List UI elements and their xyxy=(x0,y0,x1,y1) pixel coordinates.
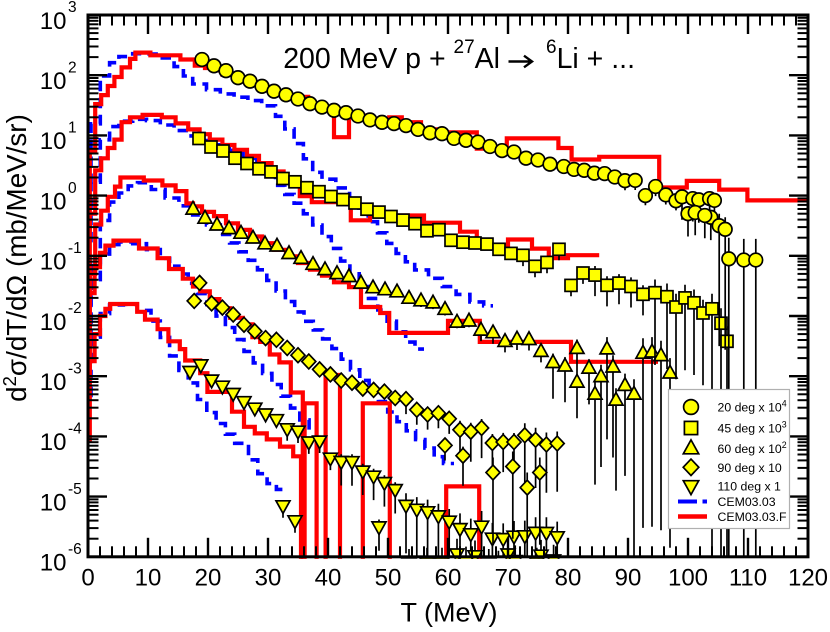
svg-text:T (MeV): T (MeV) xyxy=(400,598,497,628)
svg-text:-4: -4 xyxy=(68,421,82,438)
svg-text:CEM03.03: CEM03.03 xyxy=(718,495,776,509)
svg-text:-2: -2 xyxy=(68,300,82,317)
svg-text:6Li + ...: 6Li + ... xyxy=(546,37,635,75)
svg-text:90: 90 xyxy=(615,565,642,592)
svg-text:10: 10 xyxy=(40,68,67,95)
svg-text:10: 10 xyxy=(40,249,67,276)
svg-text:10: 10 xyxy=(40,188,67,215)
svg-text:10: 10 xyxy=(40,489,67,516)
svg-text:60: 60 xyxy=(435,565,462,592)
svg-text:-3: -3 xyxy=(68,360,82,377)
svg-text:3: 3 xyxy=(68,0,77,16)
svg-text:50: 50 xyxy=(375,565,402,592)
svg-text:200 MeV p + 27Al: 200 MeV p + 27Al xyxy=(283,37,500,75)
svg-text:10: 10 xyxy=(40,550,67,577)
svg-text:100: 100 xyxy=(668,565,708,592)
svg-text:CEM03.03.F: CEM03.03.F xyxy=(718,510,788,524)
svg-text:-5: -5 xyxy=(68,481,82,498)
svg-text:110: 110 xyxy=(729,565,767,592)
svg-text:10: 10 xyxy=(135,565,162,592)
svg-text:120: 120 xyxy=(788,565,828,592)
svg-text:90 deg x 10: 90 deg x 10 xyxy=(718,461,782,475)
svg-text:d2σ/dT/dΩ (mb/MeV/sr): d2σ/dT/dΩ (mb/MeV/sr) xyxy=(0,114,32,402)
svg-text:0: 0 xyxy=(68,180,77,197)
svg-text:1: 1 xyxy=(68,120,77,137)
svg-text:10: 10 xyxy=(40,369,67,396)
svg-text:45 deg x 103: 45 deg x 103 xyxy=(718,420,787,436)
svg-text:20: 20 xyxy=(195,565,222,592)
svg-text:0: 0 xyxy=(81,565,94,592)
svg-text:20 deg x 104: 20 deg x 104 xyxy=(718,399,787,415)
svg-text:110 deg x 1: 110 deg x 1 xyxy=(718,480,782,494)
svg-text:80: 80 xyxy=(555,565,582,592)
svg-text:60 deg x 102: 60 deg x 102 xyxy=(718,440,787,456)
svg-text:-6: -6 xyxy=(68,541,82,558)
svg-text:10: 10 xyxy=(40,8,67,35)
svg-text:10: 10 xyxy=(40,128,67,155)
svg-text:10: 10 xyxy=(40,309,67,336)
svg-text:2: 2 xyxy=(68,59,77,76)
svg-text:40: 40 xyxy=(315,565,342,592)
svg-text:-1: -1 xyxy=(68,240,82,257)
svg-text:30: 30 xyxy=(255,565,282,592)
svg-text:70: 70 xyxy=(495,565,522,592)
svg-text:10: 10 xyxy=(40,429,67,456)
